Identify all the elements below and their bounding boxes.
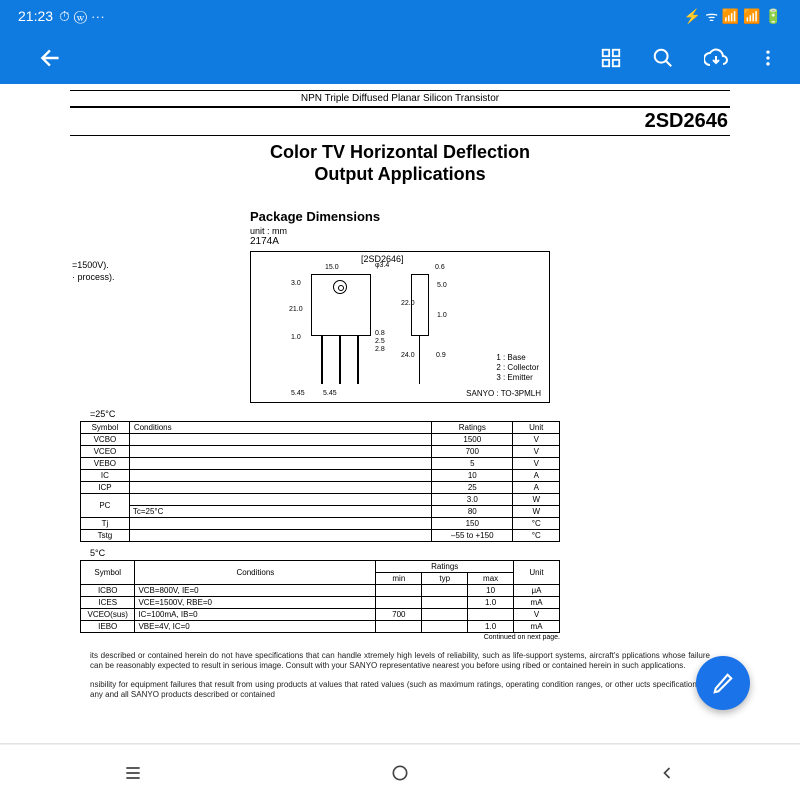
notification-icons: ⏱ ⓦ ⋯ <box>59 8 105 25</box>
back-button[interactable] <box>38 45 64 71</box>
nav-bar <box>0 744 800 800</box>
search-icon[interactable] <box>652 47 674 69</box>
nav-back-button[interactable] <box>655 761 679 785</box>
th: Symbol <box>81 422 130 434</box>
table-row: ICBOVCB=800V, IE=010μA <box>81 585 560 597</box>
dim: 22.0 <box>401 300 415 307</box>
part-number: 2SD2646 <box>0 110 728 133</box>
edit-fab[interactable] <box>696 656 750 710</box>
dim: 21.0 <box>289 306 303 313</box>
left-notes: =1500V). · process). <box>72 260 115 283</box>
system-icons: ⚡ ᯤ 📶 📶 🔋 <box>684 7 782 26</box>
ratings-table-2: SymbolConditionsRatingsUnit mintypmax IC… <box>80 560 560 633</box>
th: Conditions <box>129 422 431 434</box>
package-type: SANYO : TO-3PMLH <box>466 389 541 398</box>
th: typ <box>422 573 468 585</box>
ratings-table-1: SymbolConditionsRatingsUnit VCBO1500V VC… <box>80 421 560 542</box>
footer-para-2: nsibility for equipment failures that re… <box>90 680 710 699</box>
pkg-number: 2174A <box>250 236 800 247</box>
th: Unit <box>514 561 560 585</box>
table-row: VCEO700V <box>81 446 560 458</box>
doc-title: Color TV Horizontal Deflection Output Ap… <box>0 142 800 185</box>
th: Conditions <box>135 561 376 585</box>
leftnote-2: · process). <box>72 272 115 282</box>
table-row: PC3.0W <box>81 494 560 506</box>
package-diagram: [2SD2646] 15.0 φ3.4 0.6 3.0 21.0 5.0 22.… <box>250 251 550 403</box>
appbar-actions <box>600 46 778 70</box>
dim: 15.0 <box>325 264 339 271</box>
statusbar-left: 21:23 ⏱ ⓦ ⋯ <box>18 8 105 25</box>
table-row: ICESVCE=1500V, RBE=01.0mA <box>81 597 560 609</box>
title-line-2: Output Applications <box>314 164 485 184</box>
continued-note: Continued on next page. <box>0 634 560 641</box>
table-row: Tj150°C <box>81 518 560 530</box>
clock: 21:23 <box>18 8 53 24</box>
dim: 5.0 <box>437 282 447 289</box>
statusbar-right: ⚡ ᯤ 📶 📶 🔋 <box>684 7 782 26</box>
dim: 2.5 <box>375 338 385 345</box>
temp-note-1: =25°C <box>90 409 800 419</box>
table-row: Tc=25°C80W <box>81 506 560 518</box>
title-line-1: Color TV Horizontal Deflection <box>270 142 530 162</box>
dim: 2.8 <box>375 346 385 353</box>
download-icon[interactable] <box>704 46 728 70</box>
dim: 3.0 <box>291 280 301 287</box>
table-row: IEBOVBE=4V, IC=01.0mA <box>81 621 560 633</box>
th: Symbol <box>81 561 135 585</box>
dim: 5.45 <box>291 390 305 397</box>
dim: 24.0 <box>401 352 415 359</box>
table-row: Tstg–55 to +150°C <box>81 530 560 542</box>
doc-header: NPN Triple Diffused Planar Silicon Trans… <box>0 93 800 104</box>
lead-3 <box>357 336 359 384</box>
home-button[interactable] <box>388 761 412 785</box>
lead-2 <box>339 336 341 384</box>
th: min <box>376 573 422 585</box>
pin-1: 1 : Base <box>496 353 525 362</box>
table-row: ICP25A <box>81 482 560 494</box>
temp-note-2: 5°C <box>90 548 800 558</box>
document-viewer[interactable]: NPN Triple Diffused Planar Silicon Trans… <box>0 84 800 744</box>
dim: φ3.4 <box>375 262 389 269</box>
grid-icon[interactable] <box>600 47 622 69</box>
table-row: VEBO5V <box>81 458 560 470</box>
pin-legend: 1 : Base 2 : Collector 3 : Emitter <box>496 353 539 382</box>
recents-button[interactable] <box>121 761 145 785</box>
status-bar: 21:23 ⏱ ⓦ ⋯ ⚡ ᯤ 📶 📶 🔋 <box>0 0 800 32</box>
dim: 1.0 <box>437 312 447 319</box>
pkg-unit: unit : mm <box>250 226 800 236</box>
th: Ratings <box>432 422 513 434</box>
th: Unit <box>513 422 560 434</box>
dim: 0.9 <box>436 352 446 359</box>
app-bar <box>0 32 800 84</box>
side-lead <box>419 336 420 384</box>
package-heading: Package Dimensions <box>250 209 800 224</box>
pin-2: 2 : Collector <box>496 363 539 372</box>
th: Ratings <box>376 561 514 573</box>
dim: 1.0 <box>291 334 301 341</box>
more-icon[interactable] <box>758 48 778 68</box>
pin-3: 3 : Emitter <box>496 373 532 382</box>
footer-para-1: its described or contained herein do not… <box>90 651 710 670</box>
dim: 0.8 <box>375 330 385 337</box>
table-row: VCBO1500V <box>81 434 560 446</box>
dim: 0.6 <box>435 264 445 271</box>
leftnote-1: =1500V). <box>72 260 109 270</box>
th: max <box>468 573 514 585</box>
dim: 5.45 <box>323 390 337 397</box>
table-row: IC10A <box>81 470 560 482</box>
table-row: VCEO(sus)IC=100mA, IB=0700V <box>81 609 560 621</box>
lead-1 <box>321 336 323 384</box>
